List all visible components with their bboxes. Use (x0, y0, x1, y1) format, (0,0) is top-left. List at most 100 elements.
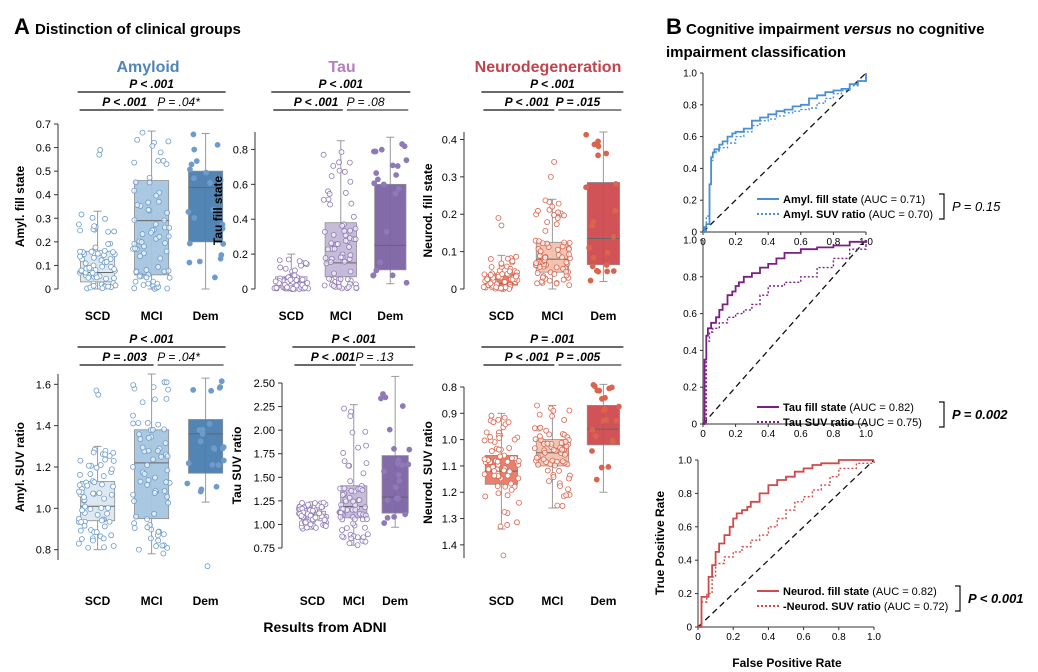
data-point (150, 456, 156, 463)
data-point (505, 419, 512, 426)
data-point (531, 425, 538, 432)
panel-a-footer: Results from ADNI (263, 619, 386, 635)
data-point (553, 280, 560, 287)
data-point (87, 471, 94, 477)
y-tick-label: 1.50 (254, 472, 275, 484)
data-point (156, 233, 163, 240)
data-point (146, 179, 153, 186)
data-point (565, 486, 571, 493)
data-point (273, 284, 280, 291)
data-point (164, 467, 171, 474)
data-point (542, 227, 549, 234)
data-point (348, 200, 355, 207)
y-tick-label: 0.5 (36, 166, 51, 178)
data-point (337, 254, 344, 261)
y-tick-label: 0.3 (442, 172, 457, 184)
roc-y-tick-label: 1.0 (683, 236, 697, 247)
data-point (352, 236, 359, 243)
data-point (532, 436, 539, 443)
data-point (154, 448, 161, 454)
data-point (131, 520, 137, 527)
data-point (110, 483, 116, 490)
data-point (336, 167, 343, 174)
data-point (215, 462, 222, 469)
data-point (299, 500, 305, 506)
data-point (185, 460, 192, 467)
y-tick-label: 0.1 (36, 260, 51, 272)
roc-y-tick-label: 1.0 (683, 69, 697, 80)
y-tick-label: 0.2 (233, 249, 248, 261)
data-point (208, 387, 215, 394)
roc-y-tick-label: 0.4 (678, 556, 692, 567)
outlier-point (500, 552, 507, 559)
y-tick-label: 0.1 (442, 247, 457, 259)
data-point (145, 477, 152, 483)
data-point (144, 420, 151, 426)
data-point (96, 490, 103, 497)
data-point (88, 248, 95, 255)
data-point (566, 407, 573, 414)
data-point (134, 202, 141, 208)
data-point (360, 470, 367, 477)
data-point (102, 215, 108, 222)
data-point (191, 146, 198, 153)
data-point (561, 239, 568, 246)
data-point (77, 248, 83, 255)
y-axis-label: Amyl. SUV ratio (13, 422, 27, 512)
roc-x-tick-label: 1.0 (867, 632, 881, 643)
data-point (339, 533, 346, 540)
y-axis-label: Tau fill state (211, 176, 225, 245)
data-point (393, 484, 399, 491)
pvalue-left: P < .001 (102, 95, 147, 109)
data-point (134, 136, 141, 143)
data-point (536, 264, 543, 270)
data-point (101, 495, 107, 502)
legend-entry: Tau SUV ratio (AUC = 0.75) (783, 417, 922, 429)
data-point (211, 274, 218, 281)
outlier-point (97, 147, 104, 153)
data-point (593, 476, 600, 483)
data-point (107, 256, 114, 263)
data-point (87, 506, 94, 512)
category-label: SCD (279, 309, 305, 323)
data-point (566, 282, 573, 289)
category-label: Dem (193, 309, 219, 323)
panel-a-letter: A (14, 14, 30, 39)
data-point (403, 279, 410, 286)
data-point (378, 146, 385, 153)
data-point (330, 283, 337, 289)
roc-x-tick-label: 0.8 (826, 429, 840, 440)
data-point (320, 151, 327, 158)
data-point (105, 228, 112, 235)
roc-y-tick-label: 0.6 (683, 309, 697, 320)
data-point (587, 277, 594, 284)
outlier-point (495, 215, 502, 221)
data-point (337, 276, 344, 283)
data-point (551, 271, 558, 277)
charts-layer: 0 0.1 0.2 0.3 0.4 0.5 0.6 0.7 Amyl. fill state SC… (13, 69, 1024, 644)
pvalue-overall: P < .001 (331, 332, 376, 346)
category-label: SCD (489, 309, 515, 323)
data-point (110, 249, 116, 256)
category-label: SCD (85, 309, 111, 323)
roc-x-tick-label: 0.4 (761, 632, 775, 643)
data-point (163, 479, 170, 486)
data-point (111, 228, 118, 235)
data-point (345, 284, 352, 290)
data-point (218, 378, 225, 385)
data-point (77, 253, 83, 260)
data-point (164, 209, 170, 216)
data-point (90, 537, 96, 544)
data-point (405, 461, 412, 468)
data-point (103, 259, 110, 265)
data-point (163, 395, 170, 402)
data-point (589, 263, 596, 270)
data-point (395, 185, 402, 192)
data-point (132, 278, 139, 285)
roc-x-tick-label: 0.4 (761, 429, 775, 440)
data-point (566, 475, 572, 482)
data-point (565, 246, 572, 253)
comparison-bracket (939, 193, 945, 220)
data-point (152, 221, 159, 228)
data-point (218, 252, 225, 258)
